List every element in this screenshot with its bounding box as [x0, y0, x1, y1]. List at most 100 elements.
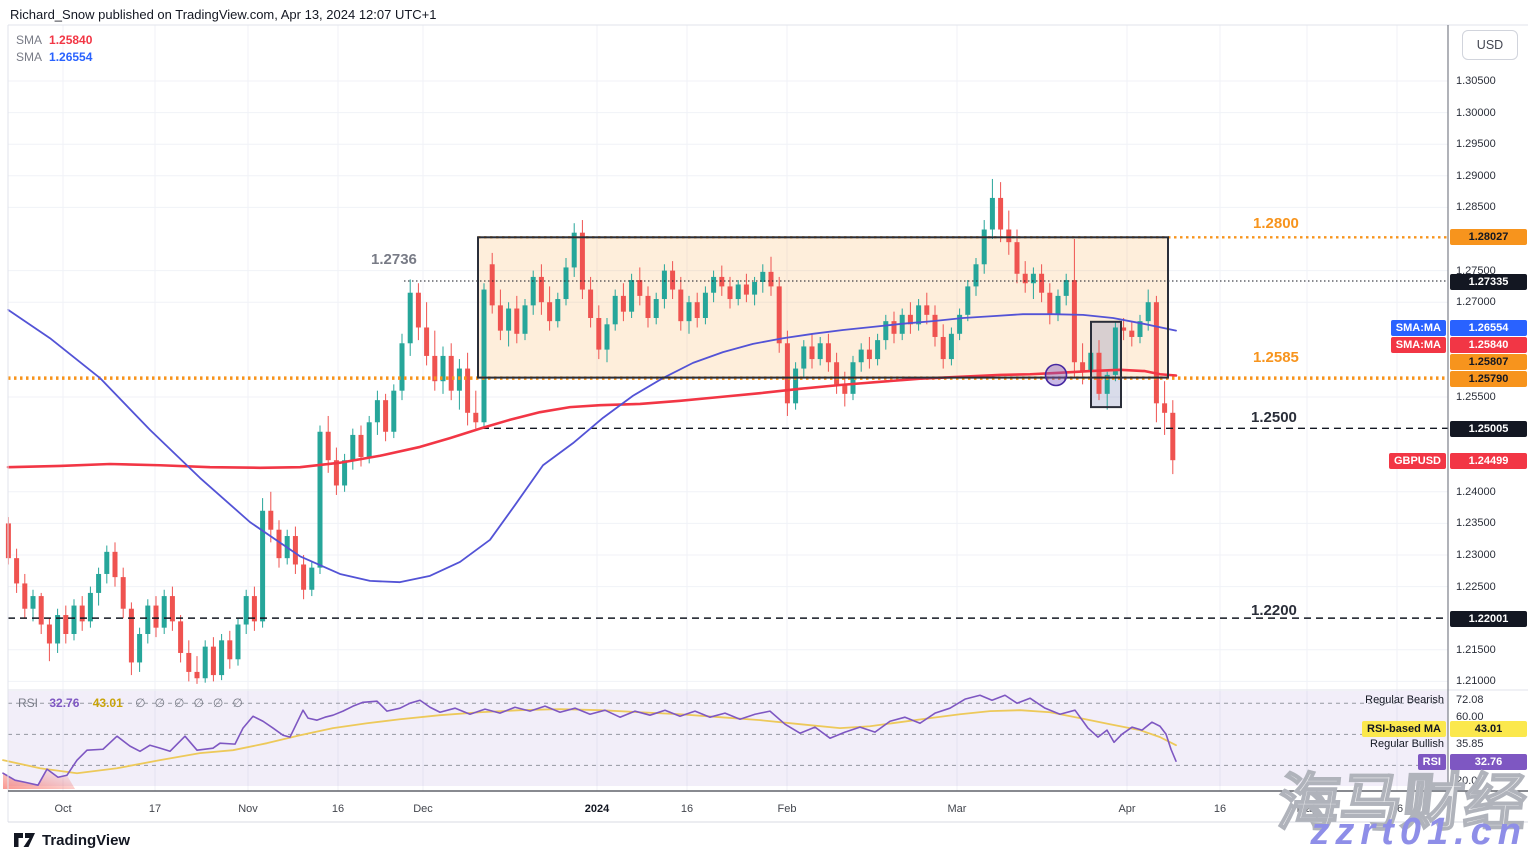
candle-body: [1145, 302, 1151, 322]
price-badge: 1.25807: [1450, 354, 1527, 370]
time-label: 16: [1213, 803, 1227, 815]
candle-body: [670, 270, 676, 290]
candle-body: [481, 289, 487, 423]
candle-body: [809, 346, 815, 360]
candle-body: [530, 276, 536, 306]
candle-body: [793, 368, 799, 404]
candle-body: [38, 596, 44, 625]
candle-body: [153, 605, 159, 628]
axis-tag-smama: SMA:MA: [1390, 337, 1446, 353]
candle-body: [497, 305, 503, 331]
sma-label: SMA: [16, 33, 43, 47]
price-tick: 1.24000: [1456, 485, 1496, 498]
candle-body: [1112, 327, 1118, 375]
price-badge: 1.27335: [1450, 274, 1527, 290]
time-label: May: [1296, 803, 1318, 815]
candle-body: [1055, 295, 1061, 315]
candle-body: [981, 229, 987, 265]
rsi-axis-badge: 43.01: [1450, 721, 1527, 737]
candle-body: [612, 295, 618, 325]
candle-body: [825, 343, 831, 363]
time-label: Nov: [238, 803, 258, 815]
candle-body: [1080, 362, 1086, 372]
price-tick: 1.27000: [1456, 296, 1496, 309]
candle-body: [538, 276, 544, 303]
rsi-axis-value: 35.85: [1456, 738, 1484, 750]
rsi-legend[interactable]: RSI 32.76 43.01 ∅ ∅ ∅ ∅ ∅ ∅: [18, 696, 243, 710]
highlight-circle-marker[interactable]: [1044, 363, 1068, 387]
candle-body: [948, 333, 954, 360]
rsi-empty-value-icon: ∅: [135, 696, 146, 710]
candle-body: [653, 299, 659, 318]
candle-body: [104, 551, 110, 574]
time-label: 2024: [584, 803, 610, 815]
candle-body: [514, 308, 520, 334]
candle-body: [1104, 374, 1110, 394]
candle-body: [645, 295, 651, 318]
candle-body: [1137, 321, 1143, 337]
candle-body: [940, 336, 946, 360]
candle-body: [235, 624, 241, 660]
candle-body: [891, 321, 897, 334]
rsi-divergence-label: Regular Bullish: [1370, 738, 1444, 750]
rsi-axis-value: 72.08: [1456, 694, 1484, 706]
candle-body: [760, 271, 766, 282]
consolidation-zone-border: [477, 236, 1169, 379]
rsi-axis-value: 20.00: [1456, 775, 1484, 787]
candle-body: [350, 434, 356, 461]
candle-body: [1039, 273, 1045, 293]
candle-body: [784, 343, 790, 404]
candle-body: [1022, 273, 1028, 284]
candle-body: [547, 302, 553, 322]
sma-legend-row-1[interactable]: SMA 1.25840: [16, 33, 92, 47]
candle-body: [71, 605, 77, 634]
candle-body: [30, 596, 36, 609]
candle-body: [128, 608, 134, 663]
candle-body: [120, 577, 126, 609]
candle-body: [424, 327, 430, 356]
candle-body: [661, 270, 667, 300]
rsi-empty-value-icon: ∅: [174, 696, 185, 710]
candle-body: [965, 286, 971, 315]
candle-body: [96, 573, 102, 593]
rsi-legend-value: 32.76: [49, 696, 80, 710]
rsi-empty-value-icon: ∅: [232, 696, 243, 710]
price-badge: 1.26554: [1450, 320, 1527, 336]
price-tick: 1.30000: [1456, 106, 1496, 119]
tradingview-logo[interactable]: TradingView: [14, 831, 130, 849]
currency-toggle-button[interactable]: USD: [1462, 30, 1518, 60]
rsi-legend-ma-value: 43.01: [92, 696, 123, 710]
time-label: 17: [148, 803, 162, 815]
publication-title: Richard_Snow published on TradingView.co…: [10, 7, 437, 22]
candle-body: [1096, 352, 1102, 394]
candle-body: [292, 536, 298, 565]
rsi-band: [8, 691, 1448, 786]
candle-body: [137, 634, 143, 663]
candle-body: [842, 384, 848, 394]
price-tick: 1.29000: [1456, 169, 1496, 182]
candle-body: [489, 264, 495, 306]
time-label: 16: [680, 803, 694, 815]
sma-legend-row-2[interactable]: SMA 1.26554: [16, 50, 92, 64]
candle-body: [866, 349, 872, 360]
candle-body: [711, 276, 717, 293]
candle-body: [727, 286, 733, 300]
price-badge: 1.28027: [1450, 229, 1527, 245]
candle-body: [817, 343, 823, 360]
candle-body: [391, 390, 397, 432]
candle-body: [596, 318, 602, 350]
candle-body: [1006, 229, 1012, 243]
price-tick: 1.28500: [1456, 201, 1496, 214]
candle-body: [46, 624, 52, 644]
candle-body: [735, 284, 741, 300]
candle-body: [932, 314, 938, 337]
price-tick: 1.21500: [1456, 643, 1496, 656]
price-tick: 1.30500: [1456, 75, 1496, 87]
candle-body: [752, 281, 758, 295]
candle-body: [415, 292, 421, 328]
rsi-divergence-label: Regular Bearish: [1365, 694, 1444, 706]
price-tick: 1.27500: [1456, 264, 1496, 277]
price-badge: 1.25790: [1450, 371, 1527, 387]
sma-label: SMA: [16, 50, 43, 64]
